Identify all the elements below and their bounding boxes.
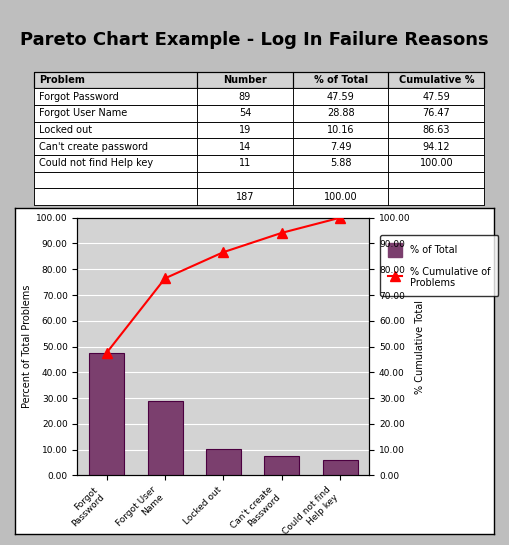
Bar [35, 172, 197, 189]
Bar [293, 189, 388, 205]
Bar [148, 401, 183, 475]
Bar [197, 172, 293, 189]
Bar [293, 122, 388, 138]
Text: 10.16: 10.16 [327, 125, 354, 135]
Bar [35, 172, 484, 189]
Text: Problem: Problem [39, 75, 85, 85]
Y-axis label: Percent of Total Problems: Percent of Total Problems [22, 285, 32, 408]
Text: 89: 89 [239, 92, 251, 102]
Bar [206, 449, 241, 475]
Bar [293, 155, 388, 172]
Text: 100.00: 100.00 [419, 159, 453, 168]
Bar [388, 105, 484, 122]
Bar [35, 105, 484, 122]
Text: Forgot User Name: Forgot User Name [39, 108, 127, 118]
Bar [197, 122, 293, 138]
Bar [388, 138, 484, 155]
Bar [388, 189, 484, 205]
Bar [293, 71, 388, 88]
Text: 76.47: 76.47 [422, 108, 450, 118]
Bar [293, 88, 388, 105]
Text: Cumulative %: Cumulative % [399, 75, 474, 85]
Text: 11: 11 [239, 159, 251, 168]
Y-axis label: % Cumulative Total: % Cumulative Total [415, 300, 425, 393]
Bar [35, 71, 197, 88]
Bar [89, 353, 124, 475]
Bar [388, 88, 484, 105]
Text: 7.49: 7.49 [330, 142, 351, 152]
Text: Can't create password: Can't create password [39, 142, 148, 152]
Text: 187: 187 [236, 192, 254, 202]
Bar [388, 122, 484, 138]
Bar [35, 155, 484, 172]
Text: 28.88: 28.88 [327, 108, 354, 118]
Bar [293, 172, 388, 189]
Text: Could not find Help key: Could not find Help key [39, 159, 153, 168]
Bar [197, 155, 293, 172]
Bar [388, 71, 484, 88]
Text: 47.59: 47.59 [327, 92, 354, 102]
Text: 14: 14 [239, 142, 251, 152]
Text: 100.00: 100.00 [324, 192, 357, 202]
Text: 54: 54 [239, 108, 251, 118]
Bar [35, 71, 484, 88]
Bar [323, 460, 358, 475]
Text: Number: Number [223, 75, 267, 85]
Bar [35, 122, 484, 138]
Text: 5.88: 5.88 [330, 159, 351, 168]
Bar [35, 88, 197, 105]
Bar [388, 172, 484, 189]
Bar [293, 138, 388, 155]
Text: % of Total: % of Total [314, 75, 367, 85]
Bar [293, 105, 388, 122]
Text: Locked out: Locked out [39, 125, 92, 135]
Text: 47.59: 47.59 [422, 92, 450, 102]
Bar [197, 189, 293, 205]
Bar [35, 88, 484, 105]
Bar [35, 105, 197, 122]
Bar [197, 138, 293, 155]
Text: Forgot Password: Forgot Password [39, 92, 119, 102]
Text: 19: 19 [239, 125, 251, 135]
Legend: % of Total, % Cumulative of
Problems: % of Total, % Cumulative of Problems [380, 235, 498, 296]
Bar [388, 155, 484, 172]
Text: 94.12: 94.12 [422, 142, 450, 152]
Bar [35, 138, 484, 155]
Bar [35, 138, 197, 155]
Bar [197, 71, 293, 88]
Text: 86.63: 86.63 [422, 125, 450, 135]
Bar [35, 189, 197, 205]
Bar [35, 189, 484, 205]
Bar [264, 456, 299, 475]
Bar [197, 105, 293, 122]
Bar [35, 122, 197, 138]
Text: Pareto Chart Example - Log In Failure Reasons: Pareto Chart Example - Log In Failure Re… [20, 31, 489, 49]
Bar [35, 155, 197, 172]
Bar [197, 88, 293, 105]
